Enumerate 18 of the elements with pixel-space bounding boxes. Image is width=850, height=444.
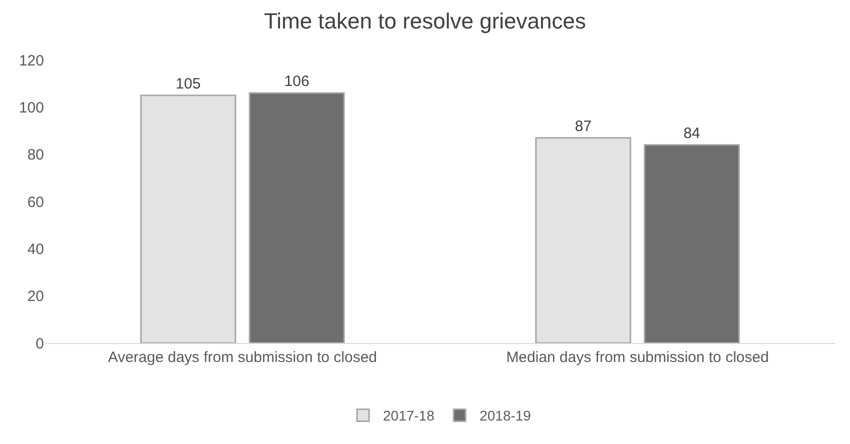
data-label: 106 <box>284 73 310 90</box>
y-tick-label: 60 <box>27 194 44 211</box>
data-label: 87 <box>574 118 592 135</box>
y-tick-label: 80 <box>27 146 44 164</box>
legend-label: 2017-18 <box>383 408 435 424</box>
x-tick-label: Average days from submission to closed <box>108 349 378 366</box>
y-tick-label: 120 <box>18 52 44 70</box>
data-label: 84 <box>683 124 700 142</box>
chart-title: Time taken to resolve grievances <box>264 8 586 34</box>
bar <box>248 92 345 343</box>
data-label: 105 <box>176 75 201 92</box>
y-tick-label: 40 <box>27 240 44 258</box>
legend-label: 2018-19 <box>480 408 532 424</box>
y-tick-label: 100 <box>18 99 44 116</box>
y-tick-label: 0 <box>36 335 44 352</box>
bar <box>644 144 740 343</box>
x-tick-label: Median days from submission to closed <box>506 349 769 366</box>
y-tick-label: 20 <box>27 288 44 306</box>
